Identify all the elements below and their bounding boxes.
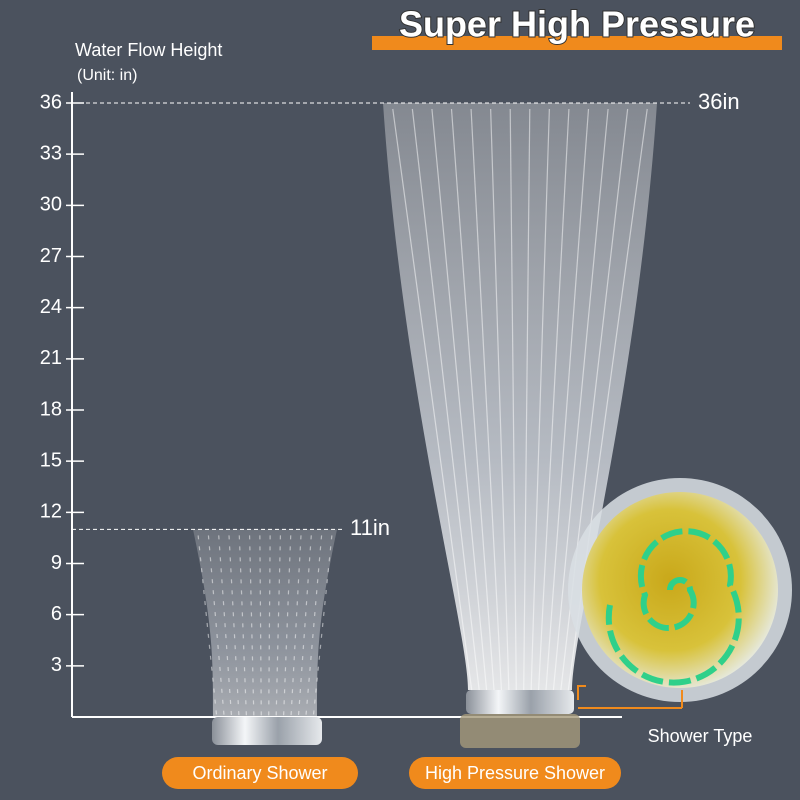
water-streak [297, 535, 312, 718]
water-streak [490, 108, 510, 691]
water-streak [523, 108, 531, 691]
y-tick-label: 33 [40, 142, 62, 164]
water-streak [259, 535, 262, 718]
y-tick-label: 15 [40, 449, 62, 471]
water-streak [509, 108, 517, 691]
y-tick-label: 21 [40, 347, 62, 369]
y-tick-label: 12 [40, 501, 62, 523]
water-streak [207, 535, 225, 718]
ordinary-head [212, 717, 322, 745]
y-tick-label: 18 [40, 398, 62, 420]
water-streak [275, 535, 282, 718]
water-jet [193, 529, 337, 717]
water-streak [248, 535, 255, 718]
water-streak [305, 535, 323, 718]
category-pill [162, 757, 358, 789]
y-tick-label: 9 [51, 552, 62, 574]
y-tick-label: 3 [51, 654, 62, 676]
water-streak [290, 535, 302, 718]
water-streak [530, 108, 550, 691]
pressure-head [466, 690, 574, 714]
water-streak [238, 535, 248, 718]
chart-title: Super High Pressure [399, 4, 755, 45]
lens [582, 492, 778, 688]
water-streak [545, 108, 590, 691]
water-streak [268, 535, 271, 718]
water-streak [411, 108, 480, 691]
y-tick-label: 36 [40, 91, 62, 113]
water-streak [470, 108, 503, 691]
y-tick-label: 24 [40, 296, 62, 318]
x-axis-title: Shower Type [648, 726, 753, 746]
water-streak [450, 108, 495, 691]
pressure-head-body [460, 714, 580, 748]
y-axis-unit: (Unit: in) [77, 67, 137, 84]
water-streak [218, 535, 233, 718]
water-streak [282, 535, 292, 718]
water-streak [197, 535, 218, 718]
category-pill [409, 757, 621, 789]
title-underline [372, 36, 782, 50]
water-streak [552, 108, 609, 691]
value-label: 36in [698, 89, 740, 114]
y-tick-label: 27 [40, 245, 62, 267]
water-streak [537, 108, 570, 691]
y-tick-label: 30 [40, 194, 62, 216]
pointer [577, 685, 586, 700]
water-streak [392, 108, 473, 691]
value-label: 11in [350, 515, 390, 540]
water-streak [431, 108, 488, 691]
x-tick-label: Ordinary Shower [192, 763, 327, 783]
y-axis-title: Water Flow Height [75, 40, 222, 60]
water-streak [228, 535, 240, 718]
water-streak [312, 535, 333, 718]
y-tick-label: 6 [51, 603, 62, 625]
x-tick-label: High Pressure Shower [425, 763, 605, 783]
swirl [605, 528, 742, 686]
